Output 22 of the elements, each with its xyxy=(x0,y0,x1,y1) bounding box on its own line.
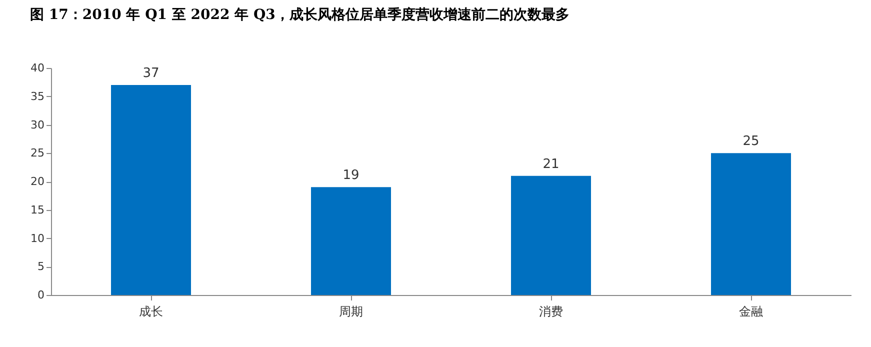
y-tick-label: 25 xyxy=(30,146,44,160)
y-tick-label: 20 xyxy=(30,175,44,188)
bar xyxy=(311,187,391,295)
x-tick-label: 金融 xyxy=(739,304,763,318)
y-tick-label: 5 xyxy=(38,260,44,274)
bar xyxy=(711,153,791,295)
chart-title: 图 17：2010 年 Q1 至 2022 年 Q3，成长风格位居单季度营收增速前二的次数最多 xyxy=(30,6,570,23)
bar xyxy=(511,176,591,295)
x-tick-label: 成长 xyxy=(139,304,163,318)
data-label: 19 xyxy=(342,168,360,184)
x-tick-label: 周期 xyxy=(339,304,363,318)
y-tick-label: 10 xyxy=(30,232,44,245)
y-tick-label: 35 xyxy=(30,90,44,103)
y-tick-label: 30 xyxy=(30,118,44,132)
y-tick-label: 40 xyxy=(30,62,44,74)
y-tick-label: 15 xyxy=(30,203,44,216)
data-label: 25 xyxy=(742,134,760,150)
data-label: 37 xyxy=(142,66,160,82)
data-label: 21 xyxy=(542,156,560,172)
bar xyxy=(111,85,191,295)
y-tick-label: 0 xyxy=(38,288,44,302)
x-tick-label: 消费 xyxy=(539,304,563,318)
